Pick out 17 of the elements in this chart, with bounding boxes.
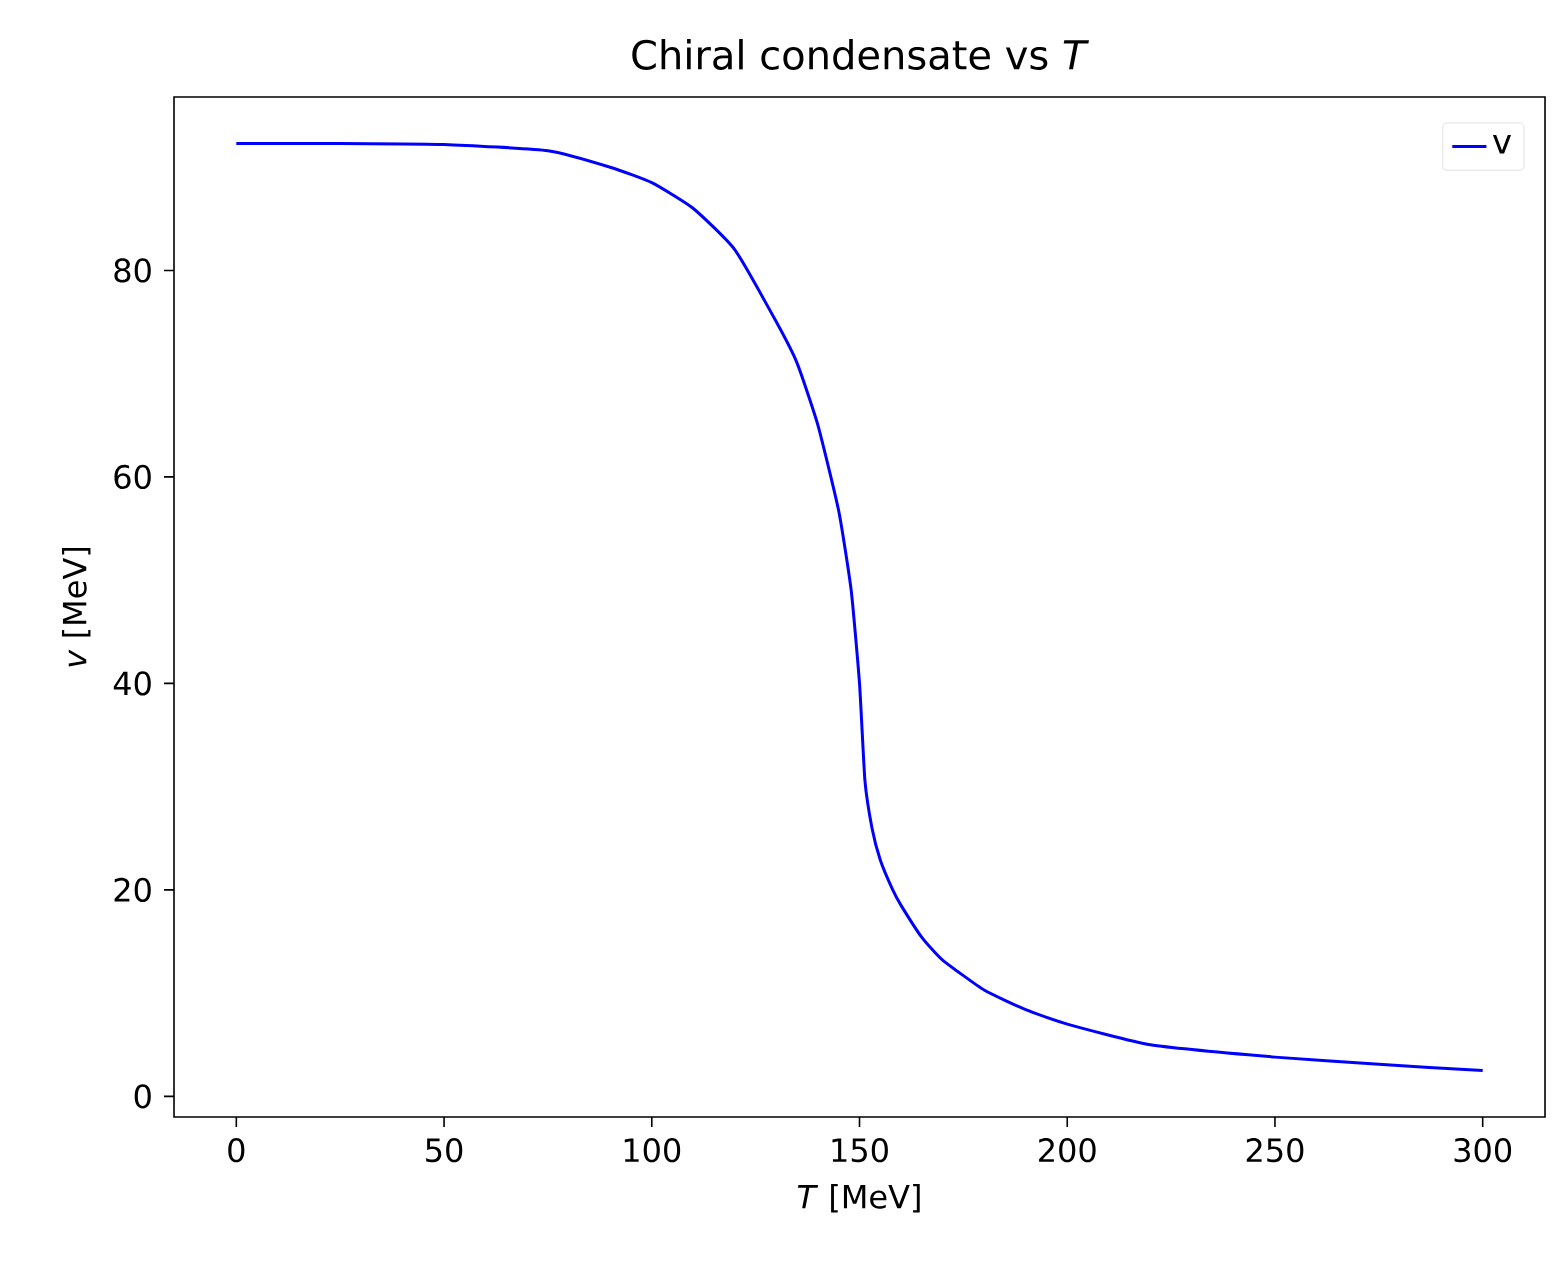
x-tick-label: 300 bbox=[1454, 1138, 1512, 1163]
x-tick-label: 100 bbox=[624, 1138, 681, 1163]
x-axis-title: T [MeV] bbox=[797, 1184, 920, 1213]
y-axis-title: v [MeV] bbox=[61, 547, 91, 667]
y-tick-label: 40 bbox=[113, 671, 151, 696]
x-tick-label: 0 bbox=[228, 1138, 245, 1163]
line-series bbox=[234, 141, 1485, 1073]
y-tick-label: 20 bbox=[114, 877, 151, 902]
y-tick-label: 0 bbox=[134, 1084, 151, 1109]
x-tick-label: 250 bbox=[1246, 1138, 1304, 1163]
y-tick-label: 80 bbox=[114, 258, 151, 283]
y-tick-label: 60 bbox=[114, 464, 151, 490]
x-tick-label: 200 bbox=[1039, 1138, 1096, 1163]
x-tick-label: 50 bbox=[426, 1138, 463, 1163]
x-tick-label: 150 bbox=[832, 1138, 888, 1163]
legend-label: v bbox=[1492, 134, 1512, 154]
chart-title: Chiral condensate vs T bbox=[632, 38, 1089, 70]
